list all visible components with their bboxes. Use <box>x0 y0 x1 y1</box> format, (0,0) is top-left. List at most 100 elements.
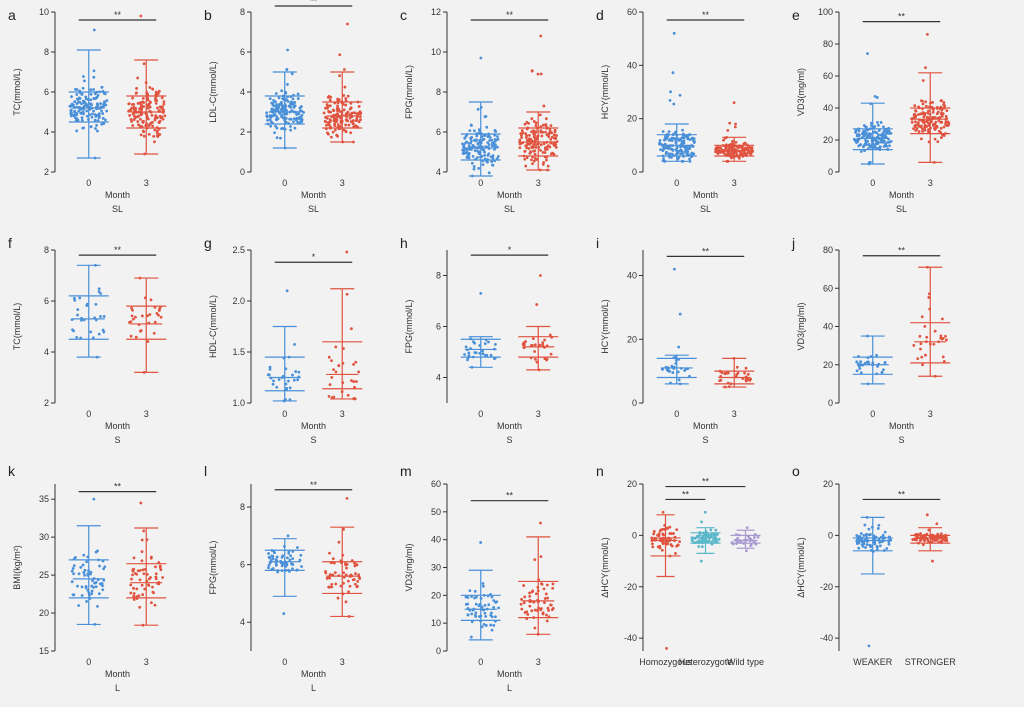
data-point <box>275 103 279 106</box>
data-point <box>487 152 491 156</box>
data-point <box>918 334 922 338</box>
data-point <box>70 580 74 584</box>
data-point <box>532 145 535 149</box>
data-point <box>530 117 534 121</box>
data-point <box>356 579 360 583</box>
data-point <box>350 327 353 331</box>
data-point <box>157 120 161 124</box>
x-category-label: 3 <box>732 409 737 419</box>
data-point <box>291 373 294 377</box>
panel-letter: k <box>8 463 16 479</box>
data-point <box>100 85 104 89</box>
data-point <box>864 546 867 549</box>
data-point <box>89 92 93 96</box>
data-point <box>83 79 86 83</box>
data-point <box>939 336 943 340</box>
x-axis-label: Month <box>105 669 130 679</box>
data-point <box>89 125 93 128</box>
x-category-label: 3 <box>144 657 149 667</box>
data-point <box>354 119 358 123</box>
data-point <box>331 557 335 561</box>
y-axis-label: HCY(mmol/L) <box>600 299 610 354</box>
y-tick-label: 40 <box>823 103 833 113</box>
y-tick-label: -20 <box>624 582 637 592</box>
data-point <box>916 121 920 124</box>
data-point <box>130 577 133 581</box>
data-point <box>344 103 348 107</box>
panel-letter: l <box>204 463 207 479</box>
data-point <box>539 129 543 133</box>
data-point <box>130 306 133 310</box>
data-point <box>338 53 342 57</box>
data-point <box>293 342 296 346</box>
data-point <box>697 545 701 548</box>
data-point <box>737 146 740 150</box>
data-point <box>945 109 949 112</box>
data-point <box>285 68 289 72</box>
data-point <box>284 120 288 124</box>
data-point <box>294 118 298 122</box>
data-point <box>83 568 87 572</box>
data-point <box>678 149 681 153</box>
data-point <box>82 571 86 574</box>
data-point <box>342 128 346 132</box>
data-point <box>345 566 348 570</box>
data-point <box>546 596 549 600</box>
data-point <box>526 142 530 146</box>
data-point <box>353 385 356 389</box>
significance-label: ** <box>702 10 710 20</box>
data-point <box>668 98 672 102</box>
data-point <box>358 112 362 116</box>
data-point <box>148 122 152 126</box>
data-point <box>156 106 159 110</box>
data-point <box>156 129 159 133</box>
significance-label: ** <box>114 482 122 492</box>
data-point <box>554 136 557 140</box>
data-point <box>357 370 361 374</box>
data-point <box>652 532 656 536</box>
data-point <box>482 623 486 626</box>
series-0 <box>460 541 501 641</box>
x-axis-label: Month <box>301 421 326 431</box>
data-point <box>531 337 535 341</box>
data-point <box>678 138 682 142</box>
data-point <box>931 559 934 563</box>
data-point <box>296 546 299 549</box>
data-point <box>93 581 96 585</box>
data-point <box>79 111 83 115</box>
data-point <box>481 584 485 588</box>
data-point <box>348 116 352 120</box>
data-point <box>714 150 717 154</box>
y-tick-label: 6 <box>436 322 441 332</box>
data-point <box>888 144 891 148</box>
data-point <box>862 542 866 546</box>
data-point <box>354 124 357 128</box>
data-point <box>291 102 295 105</box>
significance-label: ** <box>114 10 122 20</box>
x-axis-label: Month <box>889 190 914 200</box>
y-tick-label: 60 <box>823 283 833 293</box>
data-point <box>82 553 86 557</box>
data-point <box>489 611 493 615</box>
data-point <box>339 584 343 588</box>
y-axis-label: HCY(mmol/L) <box>600 65 610 120</box>
data-point <box>140 583 144 587</box>
data-point <box>334 582 338 586</box>
data-point <box>285 289 289 293</box>
data-point <box>345 292 349 296</box>
data-point <box>724 147 728 150</box>
data-point <box>657 532 661 536</box>
data-point <box>667 130 671 134</box>
data-point <box>159 315 163 319</box>
data-point <box>271 382 275 386</box>
data-point <box>83 573 86 577</box>
data-point <box>467 351 471 355</box>
data-point <box>924 353 927 357</box>
panel-letter: j <box>791 235 795 251</box>
data-point <box>475 595 478 599</box>
data-point <box>722 138 725 142</box>
data-point <box>73 116 77 119</box>
data-point <box>286 48 290 52</box>
data-point <box>77 109 81 113</box>
data-point <box>344 97 348 100</box>
